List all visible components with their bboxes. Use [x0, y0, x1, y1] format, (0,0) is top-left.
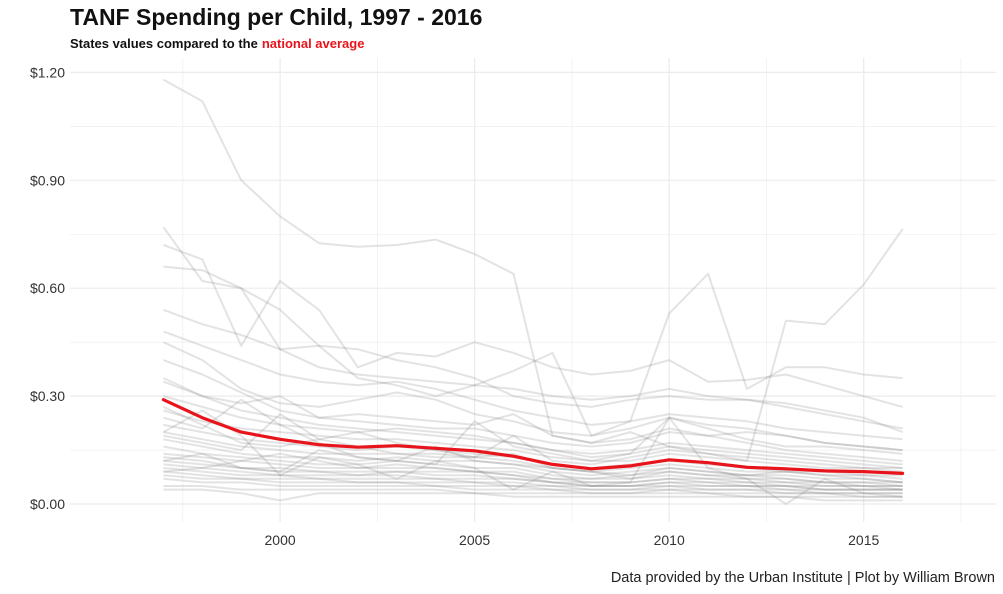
- state-line: [163, 488, 903, 502]
- y-tick-label: $0.90: [30, 172, 65, 188]
- state-line: [163, 477, 903, 498]
- state-line: [163, 330, 903, 441]
- state-line: [163, 308, 903, 430]
- state-line: [163, 445, 903, 484]
- chart-title: TANF Spending per Child, 1997 - 2016: [70, 4, 483, 30]
- state-line: [163, 398, 903, 466]
- state-line: [163, 413, 903, 469]
- state-line: [163, 438, 903, 484]
- state-line: [163, 265, 903, 434]
- y-tick-label: $0.30: [30, 388, 65, 404]
- y-tick-label: $0.00: [30, 496, 65, 512]
- state-line: [163, 470, 903, 495]
- x-axis-labels: 2000 2005 2010 2015: [265, 532, 880, 548]
- state-line: [163, 380, 903, 452]
- y-axis-labels: $0.00 $0.30 $0.60 $0.90 $1.20: [30, 64, 65, 512]
- grid-lines: [70, 58, 996, 522]
- state-line: [163, 409, 903, 473]
- state-line: [163, 452, 903, 491]
- state-line: [162, 341, 903, 452]
- x-tick-label: 2005: [459, 532, 490, 548]
- state-line: [163, 474, 903, 495]
- state-line: [162, 226, 903, 437]
- y-tick-label: $0.60: [30, 280, 65, 296]
- x-tick-label: 2010: [654, 532, 685, 548]
- x-tick-label: 2015: [848, 532, 879, 548]
- state-series-group: [162, 78, 904, 505]
- state-line: [163, 459, 903, 491]
- state-line: [163, 467, 903, 491]
- y-tick-label: $1.20: [30, 64, 65, 80]
- state-line: [162, 78, 904, 462]
- state-line: [163, 395, 903, 469]
- chart-caption: Data provided by the Urban Institute | P…: [610, 570, 995, 586]
- state-line: [163, 456, 903, 487]
- subtitle-prefix: States values compared to the: [70, 36, 258, 51]
- x-tick-label: 2000: [265, 532, 296, 548]
- state-line: [163, 359, 903, 462]
- state-line: [162, 377, 903, 466]
- state-line: [162, 409, 903, 505]
- subtitle-national-average: national average: [261, 36, 365, 51]
- state-line: [163, 485, 903, 498]
- state-line: [163, 445, 903, 487]
- state-line: [163, 244, 903, 408]
- chart-subtitle: States values compared to the national av…: [70, 36, 364, 51]
- state-line: [163, 463, 903, 491]
- national-average-group: [161, 398, 905, 475]
- state-line: [163, 452, 903, 487]
- national-average-line: [161, 398, 905, 475]
- state-line: [163, 431, 903, 480]
